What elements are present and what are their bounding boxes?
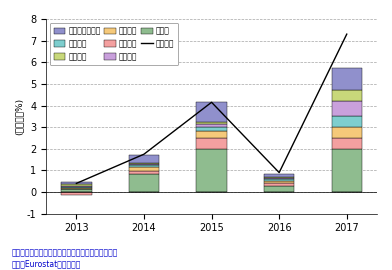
Bar	[264, 179, 294, 181]
Bar	[332, 116, 362, 127]
Bar	[61, 185, 92, 187]
Legend: その他ユーロ圈, スペイン, ベルギー, イタリア, フランス, オランダ, ドイツ, ユーロ圈: その他ユーロ圈, スペイン, ベルギー, イタリア, フランス, オランダ, ド…	[50, 23, 178, 65]
Bar	[264, 174, 294, 177]
Bar	[129, 155, 159, 163]
Bar	[196, 122, 227, 124]
Bar	[61, 188, 92, 189]
Bar	[61, 182, 92, 184]
Y-axis label: (前年比、%): (前年比、%)	[15, 98, 24, 135]
Bar	[129, 174, 159, 192]
Bar	[61, 187, 92, 188]
Bar	[332, 90, 362, 101]
Bar	[332, 138, 362, 149]
Bar	[61, 192, 92, 195]
Bar	[196, 138, 227, 149]
Bar	[196, 124, 227, 127]
Bar	[129, 163, 159, 164]
Bar	[196, 149, 227, 192]
Bar	[129, 171, 159, 174]
Bar	[264, 185, 294, 192]
Text: 資料：Eurostatから作成。: 資料：Eurostatから作成。	[12, 259, 81, 268]
Bar	[129, 167, 159, 171]
Bar	[61, 184, 92, 185]
Bar	[129, 164, 159, 165]
Bar	[332, 68, 362, 90]
Text: 備考：各国の対世界輸出額合計（ユーロベース）。: 備考：各国の対世界輸出額合計（ユーロベース）。	[12, 248, 118, 257]
Bar	[129, 165, 159, 167]
Bar	[264, 183, 294, 185]
Bar	[196, 102, 227, 122]
Bar	[332, 127, 362, 138]
Bar	[332, 101, 362, 116]
Bar	[196, 131, 227, 138]
Bar	[332, 149, 362, 192]
Bar	[61, 189, 92, 192]
Bar	[264, 178, 294, 179]
Bar	[264, 177, 294, 178]
Bar	[196, 127, 227, 131]
Bar	[264, 181, 294, 183]
